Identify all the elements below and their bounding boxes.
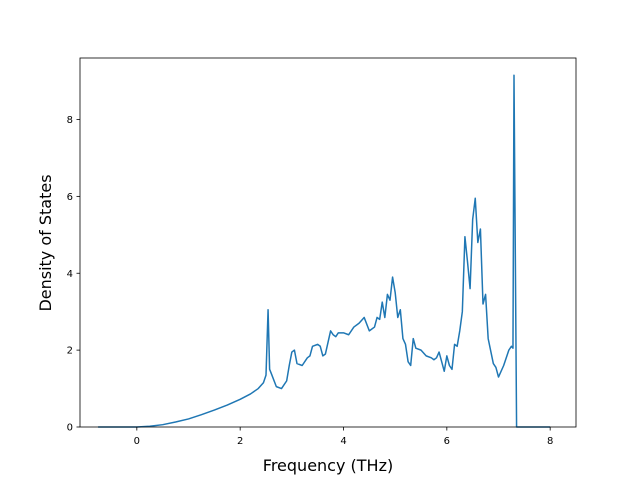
x-tick-label: 4 bbox=[340, 436, 346, 447]
y-tick-label: 2 bbox=[67, 346, 73, 357]
x-tick-label: 2 bbox=[237, 436, 243, 447]
x-tick-label: 0 bbox=[134, 436, 140, 447]
x-tick-label: 6 bbox=[444, 436, 450, 447]
x-axis-title: Frequency (THz) bbox=[263, 456, 393, 475]
x-tick-label: 8 bbox=[547, 436, 553, 447]
y-tick-label: 8 bbox=[67, 115, 73, 126]
y-tick-label: 4 bbox=[67, 269, 73, 280]
axis-ticks: 0 2 4 6 8 0 2 4 6 8 bbox=[67, 115, 554, 447]
plot-area bbox=[79, 57, 577, 428]
y-tick-label: 0 bbox=[67, 423, 73, 434]
y-axis-title: Density of States bbox=[36, 174, 55, 311]
dos-series-line bbox=[98, 74, 551, 428]
y-tick-label: 6 bbox=[67, 192, 73, 203]
axes-frame bbox=[79, 57, 577, 428]
